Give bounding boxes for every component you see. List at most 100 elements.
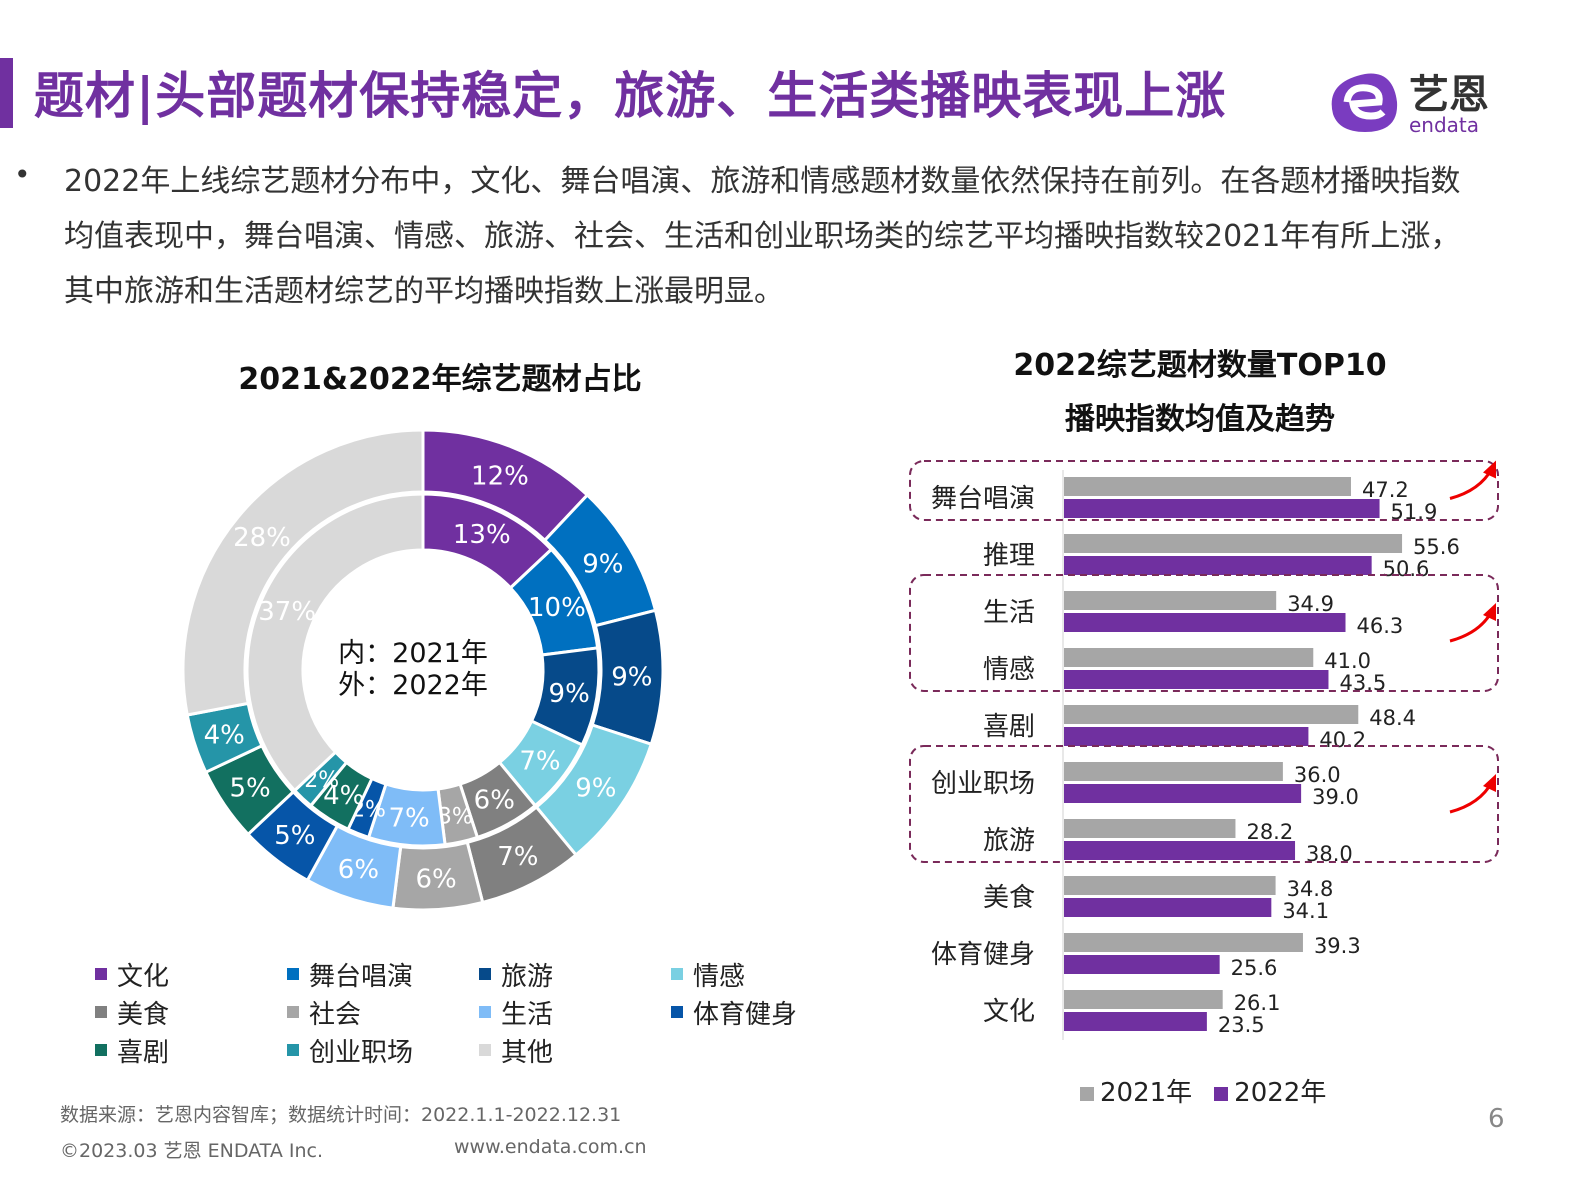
data-label: 25.6: [1231, 956, 1278, 980]
legend-swatch: [287, 1006, 299, 1018]
page-number: 6: [1488, 1104, 1505, 1134]
bar-2021年-喜剧: [1064, 705, 1359, 724]
donut-label: 5%: [230, 773, 271, 803]
arrow-head-icon: [1483, 460, 1496, 479]
donut-label: 12%: [471, 462, 529, 492]
bar-2021年-美食: [1064, 876, 1276, 895]
arrow-head-icon: [1483, 774, 1496, 792]
donut-label: 37%: [258, 597, 316, 627]
bar-2021年-情感: [1064, 648, 1314, 667]
category-label: 情感: [983, 655, 1035, 685]
category-label: 美食: [983, 883, 1035, 913]
data-label: 47.2: [1362, 478, 1409, 502]
legend-item: 喜剧: [95, 1034, 287, 1068]
legend-label: 体育健身: [693, 999, 798, 1030]
legend-swatch: [479, 1044, 491, 1056]
data-label: 26.1: [1234, 991, 1281, 1015]
data-label: 34.8: [1287, 877, 1334, 901]
donut-label: 6%: [474, 786, 515, 816]
website-link[interactable]: www.endata.com.cn: [454, 1136, 647, 1158]
donut-slice-2022-其他: [181, 428, 425, 717]
donut-label: 6%: [415, 865, 456, 895]
legend-label: 2021年: [1100, 1078, 1193, 1108]
legend-swatch: [95, 1044, 107, 1056]
bar-2022年-情感: [1064, 670, 1329, 689]
legend-label: 舞台唱演: [309, 961, 414, 992]
legend-swatch: [479, 1006, 491, 1018]
donut-legend: 文化 舞台唱演 旅游 情感美食 社会 生活 体育健身喜剧 创业职场 其他: [95, 958, 855, 1068]
legend-item: 美食: [95, 996, 287, 1030]
title-accent-bar: [0, 58, 13, 128]
svg-text:艺恩: 艺恩: [1409, 72, 1489, 118]
legend-swatch: [1080, 1087, 1094, 1101]
donut-label: 10%: [528, 593, 586, 623]
donut-label: 9%: [582, 550, 623, 580]
bar-2022年-旅游: [1064, 841, 1296, 860]
svg-text:endata: endata: [1409, 113, 1479, 137]
bar-chart-title-2: 播映指数均值及趋势: [1065, 402, 1335, 437]
donut-label: 7%: [497, 842, 538, 872]
highlight-box: [909, 745, 1499, 863]
donut-label: 7%: [388, 803, 429, 833]
legend-label: 喜剧: [117, 1037, 170, 1068]
legend-item: 旅游: [479, 958, 671, 992]
data-label: 23.5: [1218, 1013, 1265, 1037]
bar-legend: 2021年 2022年: [1080, 1072, 1326, 1109]
bar-2021年-文化: [1064, 990, 1223, 1009]
donut-center-label: 内：2021年: [338, 638, 488, 669]
data-label: 28.2: [1246, 820, 1293, 844]
bullet-marker: •: [14, 158, 31, 191]
legend-item: 体育健身: [671, 996, 863, 1030]
highlight-box: [909, 460, 1499, 521]
legend-swatch: [1214, 1087, 1229, 1101]
legend-label: 生活: [501, 999, 554, 1030]
donut-label: 4%: [204, 721, 245, 751]
data-label: 40.2: [1319, 728, 1366, 752]
donut-label: 9%: [611, 663, 652, 693]
legend-label: 其他: [501, 1037, 554, 1068]
legend-2021: 2021年: [1080, 1072, 1192, 1109]
bar-2022年-美食: [1064, 898, 1272, 917]
donut-label: 9%: [549, 679, 590, 709]
category-label: 生活: [983, 598, 1035, 628]
arrow-head-icon: [1483, 603, 1496, 621]
category-label: 文化: [983, 997, 1035, 1027]
donut-label: 5%: [274, 821, 315, 851]
bar-2022年-喜剧: [1064, 727, 1309, 746]
data-label: 39.0: [1312, 785, 1359, 809]
donut-label: 13%: [453, 520, 511, 550]
copyright: ©2023.03 艺恩 ENDATA Inc.: [60, 1140, 323, 1162]
legend-swatch: [671, 1006, 683, 1018]
legend-item: 情感: [671, 958, 863, 992]
endata-logo: 艺恩 endata: [1331, 72, 1489, 137]
data-label: 55.6: [1413, 535, 1460, 559]
bar-2021年-创业职场: [1064, 762, 1283, 781]
bar-2022年-推理: [1064, 556, 1372, 575]
bar-chart: 舞台唱演 47.251.9推理 55.650.6生活 34.946.3情感 41.043…: [909, 460, 1499, 1040]
legend-swatch: [671, 968, 683, 980]
donut-label: 28%: [233, 523, 291, 553]
legend-item: 文化: [95, 958, 287, 992]
legend-swatch: [287, 968, 299, 980]
donut-chart-title: 2021&2022年综艺题材占比: [238, 362, 642, 397]
bar-2021年-生活: [1064, 591, 1277, 610]
category-label: 喜剧: [983, 712, 1035, 742]
data-label: 46.3: [1357, 614, 1404, 638]
legend-item: 创业职场: [287, 1034, 479, 1068]
page-title: 题材|头部题材保持稳定，旅游、生活类播映表现上涨: [34, 67, 1227, 125]
donut-chart: 12%9%9%9%7%6%6%5%5%4%28% 13%10%9%7%6%3%7%…: [181, 428, 665, 912]
bar-2021年-体育健身: [1064, 933, 1303, 952]
legend-label: 旅游: [501, 961, 554, 992]
legend-item: 生活: [479, 996, 671, 1030]
donut-label: 4%: [323, 781, 364, 811]
legend-swatch: [95, 968, 107, 980]
data-label: 48.4: [1369, 706, 1416, 730]
category-label: 推理: [983, 541, 1035, 571]
category-label: 舞台唱演: [931, 484, 1035, 514]
legend-label: 情感: [693, 961, 746, 992]
legend-label: 社会: [309, 999, 362, 1030]
bar-2022年-创业职场: [1064, 784, 1302, 803]
bar-2022年-舞台唱演: [1064, 499, 1380, 518]
bar-2021年-舞台唱演: [1064, 477, 1351, 496]
